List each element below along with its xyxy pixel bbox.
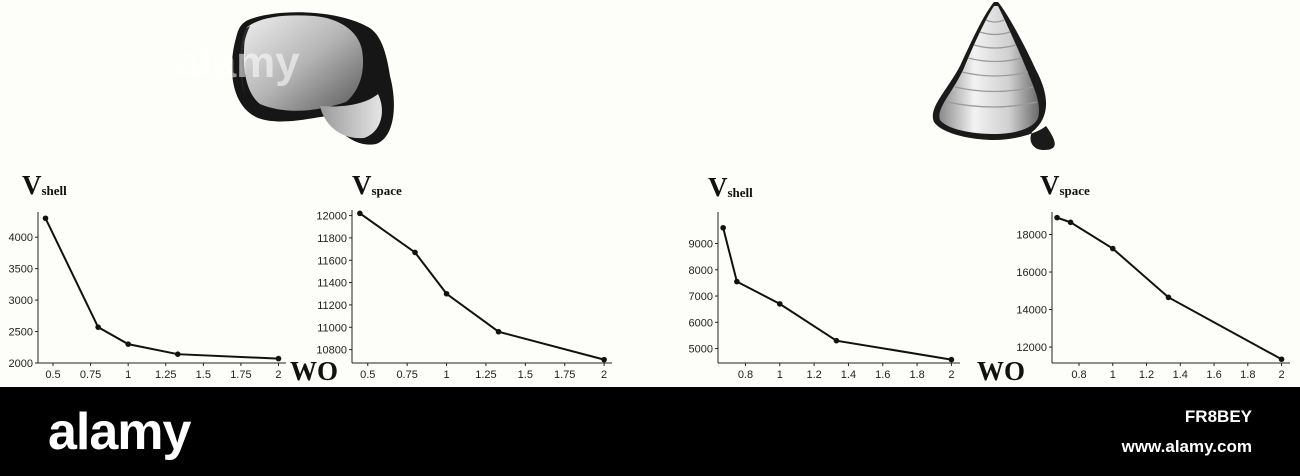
- wo-axis-label-left: WO: [290, 356, 339, 386]
- x-tick-label: 1.75: [554, 369, 575, 381]
- x-tick-label: 2: [275, 369, 281, 381]
- x-tick-label: 1: [125, 369, 131, 381]
- chart-vspace-globular: 10800 11000 11200 11400 11600 11800 12000 0.5 0.…: [316, 210, 612, 381]
- data-point: [1165, 294, 1172, 301]
- y-tick-label: 11000: [317, 322, 347, 334]
- y-tick-label: 12000: [316, 211, 347, 223]
- x-tick-label: 1: [443, 369, 449, 381]
- x-tick-label: 0.5: [360, 369, 375, 381]
- x-tick-label: 1.2: [1139, 369, 1154, 381]
- x-tick-label: 1.8: [1240, 369, 1255, 381]
- data-point: [833, 337, 840, 344]
- data-point: [495, 328, 502, 335]
- stock-footer: alamy FR8BEY www.alamy.com: [0, 387, 1300, 476]
- y-tick-label: 11200: [317, 300, 347, 312]
- x-tick-label: 0.75: [80, 369, 101, 381]
- x-tick-label: 1.6: [1206, 369, 1221, 381]
- x-tick-label: 2: [1278, 369, 1284, 381]
- figure: Vshell Vspace Vshell Vspace WO WO 2000 25…: [9, 2, 1290, 386]
- series-line: [44, 217, 279, 360]
- data-point: [776, 301, 783, 307]
- x-tick-label: 1.75: [230, 369, 251, 381]
- data-point: [601, 356, 607, 363]
- y-tick-label: 3500: [9, 264, 33, 276]
- y-tick-label: 11800: [317, 233, 347, 245]
- x-tick-label: 0.75: [396, 369, 417, 381]
- chart-vshell-globular: 2000 2500 3000 3500 4000 0.5 0.75 1 1.25 1.5 1.75 2: [9, 212, 286, 381]
- x-tick-label: 1: [777, 369, 783, 381]
- x-tick-label: 2: [948, 369, 954, 381]
- x-tick-label: 1.5: [196, 369, 211, 381]
- data-point: [443, 290, 450, 297]
- y-tick-label: 10800: [316, 345, 347, 357]
- y-tick-label: 5000: [689, 344, 713, 356]
- data-point: [1054, 214, 1060, 221]
- x-tick-label: 1.25: [475, 369, 496, 381]
- watermark: alamy: [175, 38, 300, 87]
- site-url: www.alamy.com: [1121, 437, 1252, 456]
- y-tick-label: 9000: [689, 239, 713, 251]
- alamy-logo: alamy: [48, 403, 191, 461]
- x-tick-label: 0.8: [1071, 369, 1086, 381]
- chart-4-title: Vspace: [1040, 170, 1090, 200]
- data-point: [174, 351, 181, 357]
- x-tick-label: 0.5: [45, 369, 60, 381]
- y-tick-label: 18000: [1016, 230, 1047, 242]
- data-point: [948, 356, 955, 363]
- y-tick-label: 14000: [1016, 305, 1047, 317]
- y-tick-label: 12000: [1016, 342, 1047, 354]
- x-tick-label: 1.8: [909, 369, 924, 381]
- series-line: [359, 212, 605, 361]
- chart-1-title: Vshell: [22, 170, 67, 200]
- data-point: [357, 210, 363, 217]
- y-tick-label: 11400: [317, 278, 347, 290]
- data-point: [734, 278, 740, 285]
- y-tick-label: 3000: [9, 295, 33, 307]
- data-point: [720, 224, 726, 231]
- globular-shell-render: [231, 12, 394, 145]
- y-tick-label: 11600: [317, 255, 347, 267]
- y-tick-label: 6000: [689, 317, 713, 329]
- x-tick-label: 2: [601, 369, 607, 381]
- wo-axis-label-right: WO: [977, 356, 1026, 386]
- data-point: [95, 324, 101, 330]
- chart-2-title: Vspace: [352, 170, 402, 200]
- x-tick-label: 1.5: [518, 369, 533, 381]
- x-tick-label: 1: [1110, 369, 1116, 381]
- chart-vshell-conical: 5000 6000 7000 8000 9000 0.8 1 1.2 1.4 1.6 1.8 2: [689, 212, 960, 381]
- conical-shell-render: [932, 2, 1055, 150]
- y-tick-label: 16000: [1016, 267, 1047, 279]
- data-point: [125, 341, 131, 347]
- data-point: [412, 249, 418, 256]
- data-point: [1278, 356, 1285, 363]
- image-id: FR8BEY: [1184, 407, 1252, 426]
- y-tick-label: 8000: [689, 265, 713, 277]
- x-tick-label: 1.2: [806, 369, 821, 381]
- x-tick-label: 1.25: [155, 369, 176, 381]
- data-point: [42, 215, 49, 222]
- x-tick-label: 0.8: [738, 369, 753, 381]
- series-line: [1056, 216, 1283, 361]
- y-tick-label: 2500: [9, 327, 33, 339]
- y-tick-label: 2000: [9, 358, 33, 370]
- y-tick-label: 7000: [689, 291, 713, 303]
- chart-3-title: Vshell: [708, 172, 753, 202]
- chart-vspace-conical: 12000 14000 16000 18000 0.8 1 1.2 1.4 1.6 1.8 2: [1016, 212, 1290, 381]
- y-tick-label: 4000: [9, 232, 33, 244]
- x-tick-label: 1.4: [841, 369, 856, 381]
- data-point: [275, 355, 282, 362]
- x-tick-label: 1.6: [875, 369, 890, 381]
- x-tick-label: 1.4: [1173, 369, 1188, 381]
- data-point: [1109, 245, 1116, 252]
- data-point: [1067, 219, 1074, 226]
